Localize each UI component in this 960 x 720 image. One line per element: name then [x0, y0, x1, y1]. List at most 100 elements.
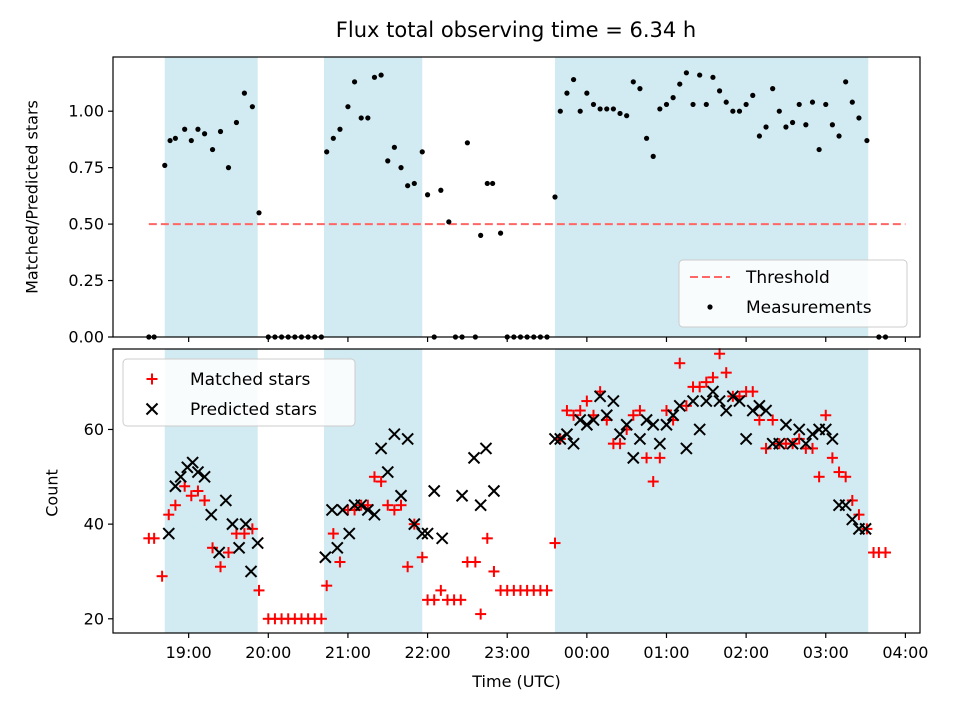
- legend-matched-label: Matched stars: [190, 370, 310, 390]
- predicted-star-point: [467, 451, 481, 465]
- matched-star-point: [720, 367, 732, 379]
- top-y-tick-label: 0.75: [68, 158, 104, 177]
- matched-star-point: [475, 608, 487, 620]
- measurement-point: [697, 72, 703, 78]
- predicted-star-point: [251, 536, 264, 550]
- legend-measurements-label: Measurements: [746, 298, 872, 318]
- measurement-point: [743, 101, 749, 108]
- matched-star-point: [767, 414, 779, 426]
- measurement-point: [371, 74, 378, 80]
- measurement-point: [843, 79, 849, 85]
- predicted-star-point: [713, 394, 726, 408]
- predicted-star-point: [839, 498, 852, 512]
- matched-star-point: [840, 471, 852, 483]
- matched-star-point: [455, 594, 467, 606]
- measurement-point: [172, 135, 178, 141]
- top-observing-window-0: [164, 57, 258, 337]
- matched-star-point: [707, 371, 719, 383]
- measurement-point: [391, 144, 397, 150]
- measurement-point: [497, 230, 504, 236]
- measurement-point: [438, 187, 444, 193]
- matched-star-point: [654, 452, 666, 464]
- bottom-y-tick-label: 60: [84, 420, 104, 439]
- measurement-point: [723, 99, 729, 105]
- matched-star-point: [826, 452, 838, 464]
- matched-star-point: [714, 348, 726, 360]
- measurement-point: [233, 119, 240, 126]
- matched-star-point: [215, 561, 227, 573]
- predicted-star-point: [826, 432, 839, 446]
- top-observing-window-1: [324, 57, 423, 337]
- measurement-point: [763, 124, 769, 130]
- matched-star-point: [793, 433, 805, 445]
- bottom-y-tick-label: 40: [84, 515, 104, 534]
- predicted-star-point: [753, 399, 766, 413]
- matched-star-point: [334, 556, 346, 568]
- predicted-star-point: [666, 409, 680, 422]
- legend-matched-swatch: [146, 373, 158, 385]
- measurement-point: [736, 108, 743, 114]
- matched-star-point: [179, 480, 191, 492]
- predicted-star-point: [244, 565, 258, 578]
- measurement-point: [446, 219, 452, 225]
- measurement-point: [703, 101, 709, 108]
- measurement-point: [657, 106, 663, 112]
- measurement-point: [167, 137, 173, 144]
- measurement-point: [365, 115, 371, 121]
- matched-star-point: [488, 565, 500, 577]
- matched-star-point: [382, 499, 394, 511]
- measurement-point: [484, 180, 490, 187]
- predicted-star-point: [819, 423, 832, 436]
- measurement-point: [783, 124, 789, 130]
- predicted-star-point: [325, 503, 339, 517]
- matched-star-point: [469, 556, 481, 568]
- chart-title: Flux total observing time = 6.34 h: [335, 18, 697, 42]
- predicted-star-point: [720, 404, 733, 417]
- top-y-tick-label: 1.00: [68, 102, 104, 121]
- measurement-point: [624, 113, 630, 119]
- matched-star-point: [614, 438, 626, 450]
- measurement-point: [770, 86, 776, 92]
- measurement-point: [836, 133, 842, 139]
- measurement-point: [637, 86, 643, 92]
- measurement-point: [584, 90, 590, 96]
- predicted-star-point: [219, 494, 233, 507]
- matched-star-point: [253, 584, 265, 596]
- predicted-star-point: [381, 465, 394, 479]
- top-legend: Threshold Measurements: [678, 259, 908, 328]
- measurement-point: [803, 122, 809, 128]
- predicted-star-point: [806, 427, 819, 441]
- top-y-tick-label: 0.00: [68, 328, 104, 347]
- matched-star-point: [674, 357, 686, 369]
- measurement-point: [345, 104, 351, 110]
- measurement-point: [570, 76, 577, 83]
- matched-star-point: [660, 405, 672, 417]
- predicted-star-point: [613, 427, 627, 441]
- measurement-point: [823, 101, 829, 108]
- measurement-point: [552, 194, 558, 200]
- measurement-point: [162, 162, 168, 168]
- measurement-point: [398, 165, 404, 171]
- bottom-axes-frame: [112, 348, 921, 634]
- measurement-point: [590, 101, 597, 108]
- predicted-star-point: [587, 413, 600, 427]
- measurement-point: [610, 106, 616, 112]
- predicted-star-point: [640, 413, 653, 427]
- predicted-star-point: [627, 451, 640, 465]
- matched-star-point: [641, 452, 653, 464]
- predicted-star-point: [374, 442, 388, 455]
- matched-star-point: [327, 528, 339, 540]
- predicted-star-point: [554, 432, 567, 446]
- predicted-star-point: [198, 470, 211, 484]
- predicted-star-point: [700, 394, 713, 408]
- measurement-point: [683, 70, 689, 76]
- measurement-point: [351, 79, 358, 85]
- bottom-y-axis-label: Count: [42, 469, 62, 517]
- matched-star-point: [388, 504, 400, 516]
- matched-star-point: [169, 499, 181, 511]
- predicted-star-point: [319, 551, 332, 564]
- predicted-star-point: [401, 432, 414, 446]
- measurement-point: [249, 104, 255, 110]
- matched-star-point: [680, 400, 692, 412]
